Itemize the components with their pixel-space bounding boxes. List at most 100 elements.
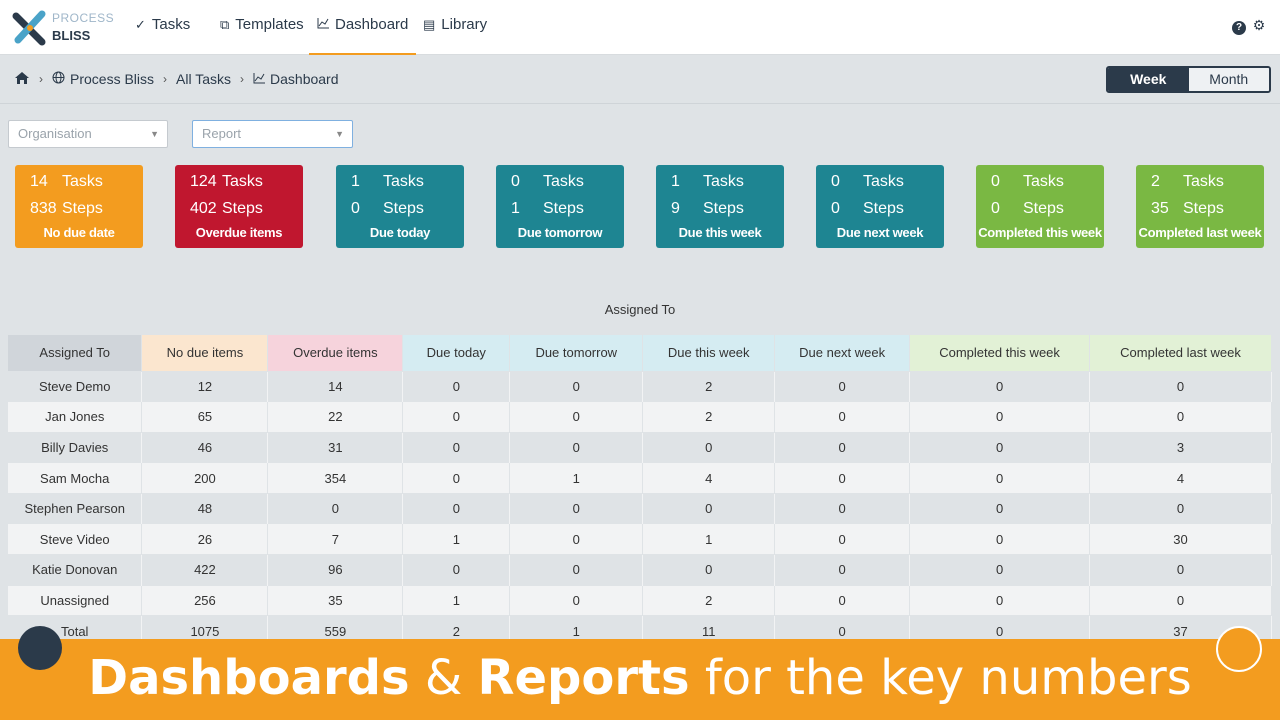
organisation-select-value: Organisation bbox=[18, 126, 92, 141]
tile-steps-label: Steps bbox=[222, 200, 263, 217]
assignee-name-cell[interactable]: Jan Jones bbox=[8, 401, 143, 433]
tile-steps-count: 838 bbox=[30, 200, 57, 217]
count-cell: 65 bbox=[141, 401, 269, 433]
tile-steps-label: Steps bbox=[1183, 200, 1224, 217]
count-cell: 2 bbox=[642, 370, 776, 402]
count-cell: 0 bbox=[402, 492, 511, 524]
table-row: Jan Jones 65 22 0 0 2 0 0 0 bbox=[8, 401, 1272, 433]
assignee-name-cell[interactable]: Katie Donovan bbox=[8, 554, 143, 586]
nav-tasks[interactable]: ✓ Tasks bbox=[127, 0, 198, 55]
count-cell: 0 bbox=[909, 523, 1091, 555]
assignee-name-cell[interactable]: Steve Video bbox=[8, 523, 143, 555]
column-header[interactable]: Due tomorrow bbox=[509, 335, 644, 371]
count-cell: 22 bbox=[267, 401, 404, 433]
summary-tile[interactable]: 124 Tasks 402 Steps Overdue items bbox=[175, 165, 303, 248]
count-cell: 0 bbox=[774, 370, 911, 402]
gear-icon[interactable]: ⚙ bbox=[1252, 17, 1266, 33]
count-cell: 0 bbox=[642, 554, 776, 586]
count-cell: 0 bbox=[402, 462, 511, 494]
nav-templates-label: Templates bbox=[235, 16, 304, 33]
nav-tasks-label: Tasks bbox=[151, 16, 191, 33]
table-row: Katie Donovan 422 96 0 0 0 0 0 0 bbox=[8, 554, 1272, 586]
count-cell: 0 bbox=[774, 462, 911, 494]
count-cell: 31 bbox=[267, 431, 404, 463]
tile-steps: 9 Steps bbox=[671, 200, 744, 218]
tile-tasks-label: Tasks bbox=[1023, 173, 1064, 190]
count-cell: 12 bbox=[141, 370, 269, 402]
count-cell: 0 bbox=[642, 492, 776, 524]
count-cell: 14 bbox=[267, 370, 404, 402]
tile-tasks-label: Tasks bbox=[222, 173, 263, 190]
count-cell: 0 bbox=[774, 523, 911, 555]
summary-tile[interactable]: 1 Tasks 9 Steps Due this week bbox=[656, 165, 784, 248]
count-cell: 0 bbox=[642, 431, 776, 463]
summary-tile[interactable]: 0 Tasks 0 Steps Due next week bbox=[816, 165, 944, 248]
tile-tasks-count: 1 bbox=[671, 173, 680, 190]
count-cell: 0 bbox=[774, 401, 911, 433]
count-cell: 1 bbox=[402, 584, 511, 616]
tile-label: Due tomorrow bbox=[517, 225, 603, 240]
tile-steps-count: 9 bbox=[671, 200, 680, 217]
banner-amp: & bbox=[409, 650, 478, 706]
count-cell: 2 bbox=[642, 401, 776, 433]
count-cell: 0 bbox=[909, 492, 1091, 524]
breadcrumb-org[interactable]: Process Bliss bbox=[70, 71, 155, 87]
home-icon[interactable] bbox=[14, 71, 30, 88]
organisation-select[interactable]: Organisation ▼ bbox=[8, 120, 168, 148]
column-header[interactable]: Completed last week bbox=[1089, 335, 1272, 371]
breadcrumb-all-tasks[interactable]: All Tasks bbox=[176, 71, 232, 87]
chat-launcher-button[interactable] bbox=[1216, 626, 1262, 672]
nav-dashboard[interactable]: Dashboard bbox=[309, 0, 417, 55]
month-button[interactable]: Month bbox=[1188, 68, 1269, 91]
tile-tasks-count: 0 bbox=[511, 173, 520, 190]
logo[interactable]: PROCESS BLISS bbox=[12, 8, 114, 48]
summary-tile[interactable]: 14 Tasks 838 Steps No due date bbox=[15, 165, 143, 248]
column-header[interactable]: Completed this week bbox=[909, 335, 1091, 371]
table-row: Billy Davies 46 31 0 0 0 0 0 3 bbox=[8, 431, 1272, 463]
tile-tasks-count: 1 bbox=[351, 173, 360, 190]
count-cell: 0 bbox=[509, 431, 644, 463]
summary-tile[interactable]: 2 Tasks 35 Steps Completed last week bbox=[1136, 165, 1264, 248]
count-cell: 0 bbox=[909, 462, 1091, 494]
assignee-name-cell[interactable]: Stephen Pearson bbox=[8, 492, 143, 524]
summary-tile[interactable]: 0 Tasks 0 Steps Completed this week bbox=[976, 165, 1104, 248]
nav-library[interactable]: ▤ Library bbox=[415, 0, 495, 55]
assignee-name-cell[interactable]: Unassigned bbox=[8, 584, 143, 616]
count-cell: 0 bbox=[909, 584, 1091, 616]
tile-tasks: 0 Tasks bbox=[831, 173, 904, 191]
tile-tasks-label: Tasks bbox=[383, 173, 424, 190]
table-row: Unassigned 256 35 1 0 2 0 0 0 bbox=[8, 584, 1272, 616]
breadcrumb: › Process Bliss › All Tasks › Dashboard bbox=[14, 68, 339, 90]
count-cell: 7 bbox=[267, 523, 404, 555]
tile-steps: 0 Steps bbox=[991, 200, 1064, 218]
summary-tile[interactable]: 0 Tasks 1 Steps Due tomorrow bbox=[496, 165, 624, 248]
summary-tile[interactable]: 1 Tasks 0 Steps Due today bbox=[336, 165, 464, 248]
count-cell: 0 bbox=[1089, 492, 1272, 524]
tile-tasks-count: 14 bbox=[30, 173, 48, 190]
table-title: Assigned To bbox=[604, 302, 676, 317]
assignee-name-cell[interactable]: Billy Davies bbox=[8, 431, 143, 463]
count-cell: 0 bbox=[774, 584, 911, 616]
tile-label: Due today bbox=[369, 225, 431, 240]
tile-steps-label: Steps bbox=[383, 200, 424, 217]
week-button[interactable]: Week bbox=[1108, 68, 1189, 91]
report-select[interactable]: Report ▼ bbox=[192, 120, 353, 148]
tile-steps-count: 0 bbox=[351, 200, 360, 217]
count-cell: 1 bbox=[642, 523, 776, 555]
caret-down-icon: ▼ bbox=[335, 129, 344, 139]
chat-avatar[interactable] bbox=[18, 626, 62, 670]
column-header[interactable]: No due items bbox=[141, 335, 269, 371]
tile-tasks-count: 124 bbox=[190, 173, 217, 190]
assignee-name-cell[interactable]: Steve Demo bbox=[8, 370, 143, 402]
column-header[interactable]: Assigned To bbox=[8, 335, 143, 371]
column-header[interactable]: Due next week bbox=[774, 335, 911, 371]
column-header[interactable]: Overdue items bbox=[267, 335, 404, 371]
tile-label: Completed last week bbox=[1138, 225, 1262, 240]
nav-templates[interactable]: ⧉ Templates bbox=[212, 0, 312, 55]
assignee-name-cell[interactable]: Sam Mocha bbox=[8, 462, 143, 494]
help-icon[interactable]: ? bbox=[1232, 21, 1246, 35]
column-header[interactable]: Due today bbox=[402, 335, 511, 371]
tile-steps-label: Steps bbox=[543, 200, 584, 217]
column-header[interactable]: Due this week bbox=[642, 335, 776, 371]
count-cell: 0 bbox=[909, 370, 1091, 402]
